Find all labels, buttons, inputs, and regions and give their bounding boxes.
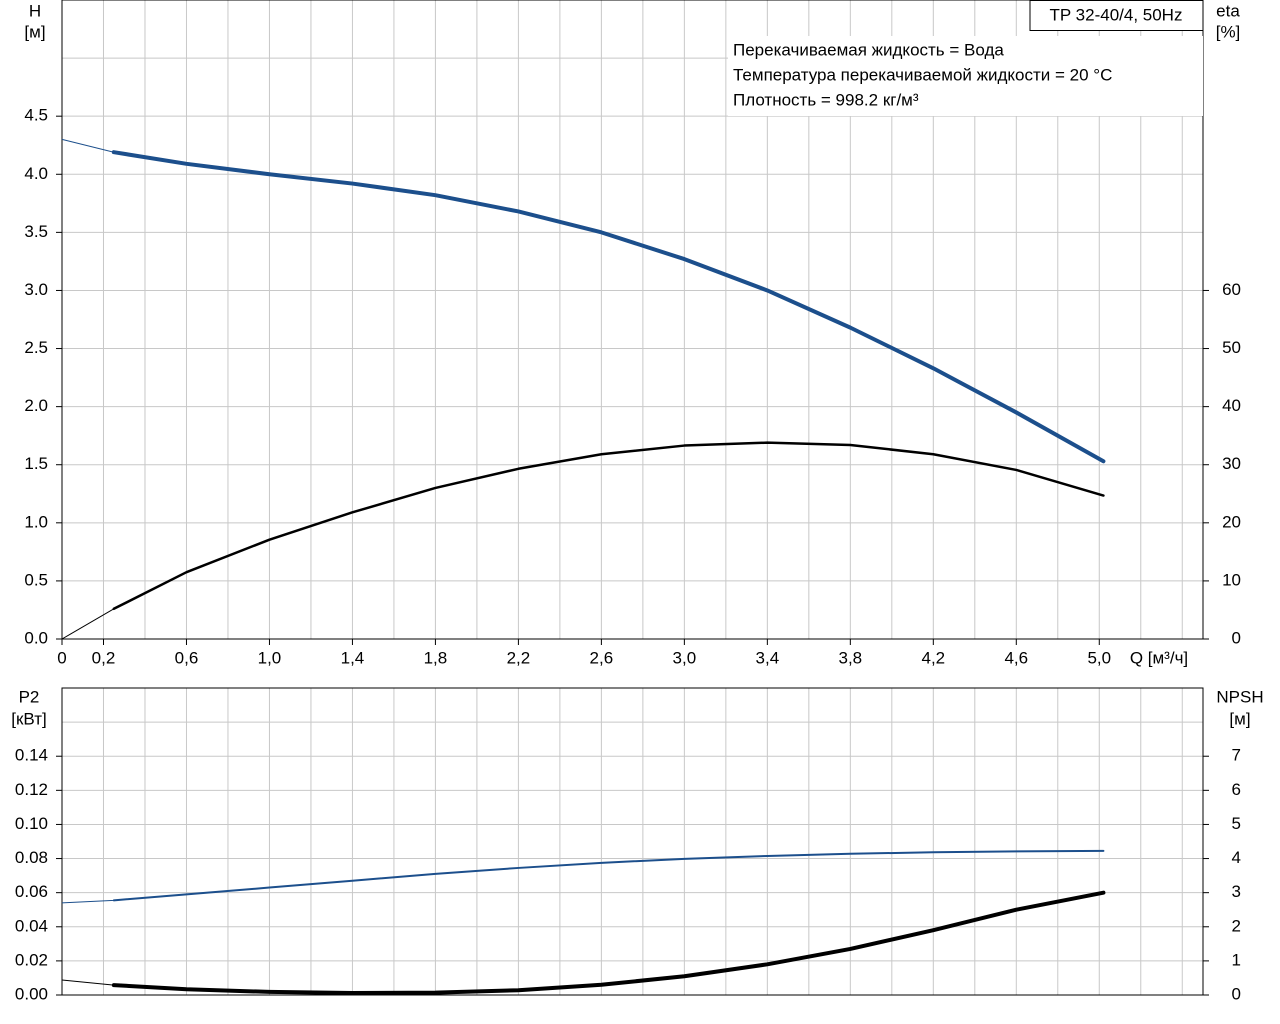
y-tick-label: 3.0 (24, 280, 48, 299)
x-tick-label: 1,8 (424, 648, 448, 667)
annotation: Перекачиваемая жидкость = Вода (733, 40, 1004, 59)
y-tick-label: 0.10 (15, 814, 48, 833)
y-tick-label: 1.5 (24, 454, 48, 473)
axis-label: NPSH (1216, 687, 1263, 706)
axis-label: P2 (19, 687, 40, 706)
x-tick-label: 0,2 (92, 648, 116, 667)
x-tick-label: 3,4 (756, 648, 780, 667)
y-tick-label: 0.14 (15, 746, 48, 765)
y2-tick-label: 0 (1232, 628, 1241, 647)
x-tick-label: 1,0 (258, 648, 282, 667)
y2-tick-label: 20 (1222, 512, 1241, 531)
annotation-bg (728, 36, 1203, 116)
y2-tick-label: 10 (1222, 570, 1241, 589)
y-tick-label: 0.5 (24, 570, 48, 589)
y-tick-label: 4.5 (24, 106, 48, 125)
x-tick-label: 1,4 (341, 648, 365, 667)
chart-title: TP 32-40/4, 50Hz (1050, 5, 1183, 24)
y2-tick-label: 5 (1232, 814, 1241, 833)
y2-tick-label: 0 (1232, 984, 1241, 1003)
y2-tick-label: 6 (1232, 780, 1241, 799)
y2-tick-label: 2 (1232, 916, 1241, 935)
x-tick-label: 3,8 (839, 648, 863, 667)
y-tick-label: 2.0 (24, 396, 48, 415)
plot-frame (61, 687, 1204, 996)
annotation: Температура перекачиваемой жидкости = 20… (733, 65, 1112, 84)
x-tick-label: 0 (57, 648, 66, 667)
x-tick-label: 2,2 (507, 648, 531, 667)
title-box (1029, 0, 1204, 31)
plot-frame (61, 0, 1204, 640)
y-tick-label: 0.02 (15, 950, 48, 969)
y2-tick-label: 40 (1222, 396, 1241, 415)
axis-label: [кВт] (11, 709, 46, 728)
x-tick-label: 4,6 (1004, 648, 1028, 667)
series-line (112, 849, 1105, 902)
y-tick-label: 2.5 (24, 338, 48, 357)
y-tick-label: 0.08 (15, 848, 48, 867)
y2-tick-label: 1 (1232, 950, 1241, 969)
y-tick-label: 0.12 (15, 780, 48, 799)
y-tick-label: 0.04 (15, 916, 48, 935)
axis-label: [м] (1229, 709, 1250, 728)
y-tick-label: 0.06 (15, 882, 48, 901)
annotation: Плотность = 998.2 кг/м³ (733, 90, 919, 109)
y-tick-label: 3.5 (24, 222, 48, 241)
y-tick-label: 1.0 (24, 512, 48, 531)
axis-label: [м] (24, 22, 45, 41)
y2-tick-label: 50 (1222, 338, 1241, 357)
y-tick-label: 0.00 (15, 984, 48, 1003)
y2-tick-label: 60 (1222, 280, 1241, 299)
x-axis-label: Q [м³/ч] (1130, 648, 1188, 667)
y2-tick-label: 30 (1222, 454, 1241, 473)
x-tick-label: 2,6 (590, 648, 614, 667)
axis-label: eta (1216, 1, 1240, 20)
series-line (111, 150, 1106, 464)
y-tick-label: 4.0 (24, 164, 48, 183)
y2-tick-label: 4 (1232, 848, 1241, 867)
x-tick-label: 4,2 (921, 648, 945, 667)
y2-tick-label: 3 (1232, 882, 1241, 901)
x-tick-label: 0,6 (175, 648, 199, 667)
x-tick-label: 5,0 (1087, 648, 1111, 667)
y-tick-label: 0.0 (24, 628, 48, 647)
axis-label: [%] (1216, 22, 1241, 41)
series-line (112, 441, 1105, 611)
x-tick-label: 3,0 (673, 648, 697, 667)
y2-tick-label: 7 (1232, 746, 1241, 765)
series-line (111, 890, 1106, 995)
axis-label: H (29, 1, 41, 20)
